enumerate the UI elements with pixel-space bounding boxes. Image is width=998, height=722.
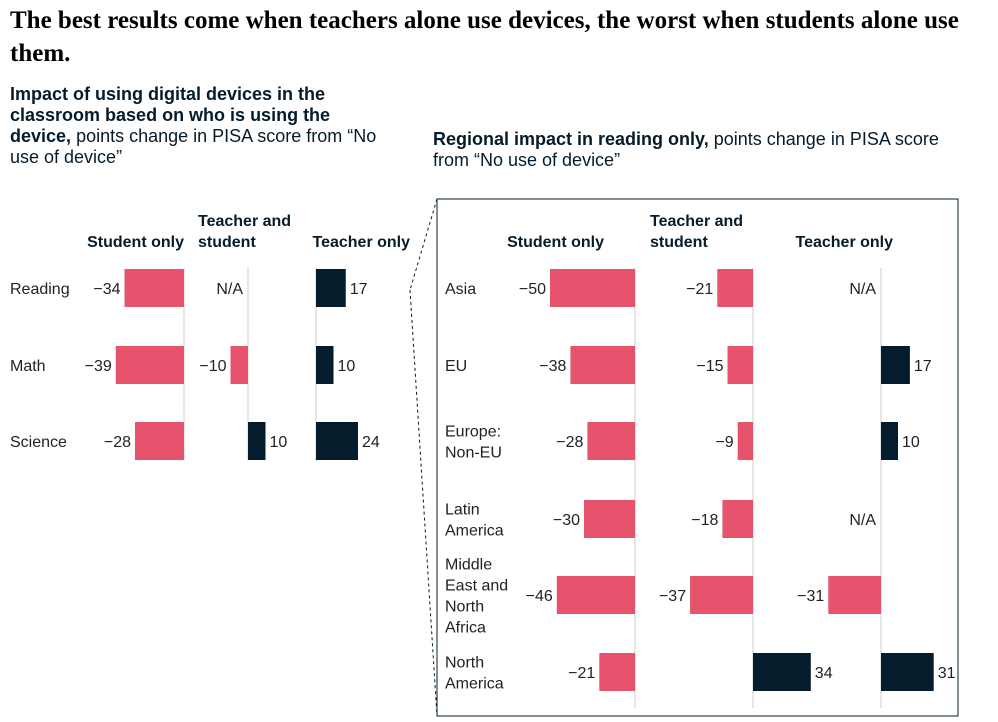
right-value-teacher-and-student-asia: −21 (686, 281, 713, 298)
left-row-label-math: Math (10, 358, 46, 375)
regional-chart-frame (436, 198, 959, 717)
right-row-label-asia: Asia (445, 281, 476, 298)
right-value-teacher-only-middle-east-and-north-africa: −31 (797, 588, 824, 605)
left-bar-teacher-and-student-science (248, 422, 266, 460)
left-value-student-only-math: −39 (85, 358, 112, 375)
right-chart-subtitle: Regional impact in reading only, points … (433, 129, 953, 171)
right-bar-teacher-only-middle-east-and-north-africa (828, 576, 881, 614)
right-row-label-latin-america: Latin America (445, 502, 504, 540)
left-bar-student-only-math (115, 346, 184, 384)
right-row-label-europe-non-eu: Europe: Non-EU (445, 424, 502, 462)
right-bar-student-only-north-america (599, 653, 635, 691)
left-header-teacher-only: Teacher only (312, 234, 410, 251)
right-bar-teacher-and-student-middle-east-and-north-africa (690, 576, 753, 614)
left-value-teacher-only-science: 24 (362, 434, 380, 451)
left-bar-teacher-only-math (316, 346, 334, 384)
left-subtitle-bold: Impact of using digital devices in the c… (10, 84, 331, 146)
right-bar-teacher-only-europe-non-eu (881, 422, 898, 460)
right-value-teacher-only-asia: N/A (849, 281, 876, 298)
right-value-teacher-and-student-latin-america: −18 (691, 512, 718, 529)
right-bar-teacher-only-eu (881, 346, 910, 384)
right-bar-teacher-only-north-america (881, 653, 934, 691)
right-header-teacher-only: Teacher only (795, 234, 893, 251)
right-value-student-only-north-america: −21 (568, 665, 595, 682)
right-value-student-only-europe-non-eu: −28 (556, 434, 583, 451)
right-bar-student-only-europe-non-eu (587, 422, 635, 460)
left-bar-teacher-only-science (316, 422, 358, 460)
left-value-teacher-and-student-science: 10 (270, 434, 288, 451)
right-bar-teacher-and-student-eu (727, 346, 753, 384)
right-value-teacher-and-student-north-america: 34 (815, 665, 833, 682)
right-bar-student-only-eu (570, 346, 635, 384)
right-value-teacher-only-eu: 17 (914, 358, 932, 375)
left-row-label-science: Science (10, 434, 67, 451)
right-bar-teacher-and-student-asia (717, 269, 753, 307)
left-bar-teacher-and-student-math (230, 346, 248, 384)
right-bar-student-only-latin-america (584, 500, 635, 538)
left-value-teacher-and-student-math: −10 (199, 358, 226, 375)
left-bar-student-only-science (135, 422, 184, 460)
right-value-teacher-only-latin-america: N/A (849, 512, 876, 529)
right-value-student-only-asia: −50 (519, 281, 546, 298)
left-chart-subtitle: Impact of using digital devices in the c… (10, 84, 390, 168)
right-bar-teacher-and-student-latin-america (722, 500, 753, 538)
right-bar-teacher-and-student-europe-non-eu (737, 422, 753, 460)
left-bar-student-only-reading (124, 269, 184, 307)
right-row-label-middle-east-and-north-africa: Middle East and North Africa (445, 557, 508, 637)
zoom-connector-bottom (409, 289, 438, 717)
headline: The best results come when teachers alon… (10, 7, 959, 67)
right-subtitle-normal: points change in PISA score from “No use… (433, 129, 939, 170)
right-value-teacher-and-student-europe-non-eu: −9 (715, 434, 733, 451)
right-value-teacher-only-europe-non-eu: 10 (902, 434, 920, 451)
right-row-label-eu: EU (445, 358, 467, 375)
right-subtitle-bold: Regional impact in reading only, (433, 129, 709, 149)
left-value-student-only-reading: −34 (93, 281, 120, 298)
right-bar-teacher-and-student-north-america (753, 653, 811, 691)
zoom-connector-top (409, 198, 438, 291)
right-value-teacher-and-student-middle-east-and-north-africa: −37 (659, 588, 686, 605)
left-header-student-only: Student only (87, 234, 184, 251)
right-value-teacher-and-student-eu: −15 (696, 358, 723, 375)
right-bar-student-only-asia (550, 269, 635, 307)
left-header-teacher-and-student: Teacher and student (198, 213, 291, 251)
left-bar-teacher-only-reading (316, 269, 346, 307)
right-value-teacher-only-north-america: 31 (938, 665, 956, 682)
right-header-teacher-and-student: Teacher and student (650, 213, 743, 251)
left-subtitle-normal: points change in PISA score from “No use… (10, 126, 377, 167)
left-row-label-reading: Reading (10, 281, 70, 298)
left-value-student-only-science: −28 (104, 434, 131, 451)
right-value-student-only-eu: −38 (539, 358, 566, 375)
right-value-student-only-latin-america: −30 (553, 512, 580, 529)
right-row-label-north-america: North America (445, 655, 504, 693)
left-value-teacher-only-reading: 17 (350, 281, 368, 298)
right-bar-student-only-middle-east-and-north-africa (556, 576, 635, 614)
left-value-teacher-and-student-reading: N/A (216, 281, 243, 298)
right-header-student-only: Student only (507, 234, 604, 251)
left-value-teacher-only-math: 10 (338, 358, 356, 375)
right-value-student-only-middle-east-and-north-africa: −46 (526, 588, 553, 605)
